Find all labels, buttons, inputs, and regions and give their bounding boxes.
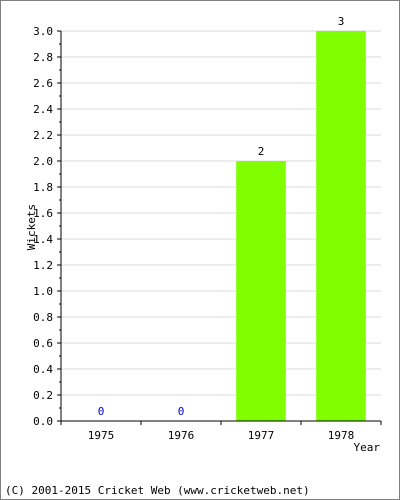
- axis-layer: [57, 30, 382, 425]
- y-tick-label: 1.8: [33, 181, 53, 194]
- y-tick-label: 1.6: [33, 207, 53, 220]
- x-tick-labels: 1975 1976 1977 1978: [88, 429, 355, 442]
- x-tick-label: 1975: [88, 429, 115, 442]
- y-tick-label: 2.2: [33, 129, 53, 142]
- y-tick-label: 0.8: [33, 311, 53, 324]
- x-tick-label: 1977: [248, 429, 275, 442]
- bar-layer: [236, 31, 366, 421]
- y-tick-label: 0.4: [33, 363, 53, 376]
- data-label-1978: 3: [338, 15, 345, 28]
- x-tick-label: 1976: [168, 429, 195, 442]
- y-tick-labels: 0.0 0.2 0.4 0.6 0.8 1.0 1.2 1.4 1.6 1.8 2.0 2.2 2.4 2…: [33, 25, 53, 428]
- y-tick-label: 1.0: [33, 285, 53, 298]
- data-labels: 0 0 2 3: [98, 15, 345, 418]
- bar-1978: [316, 31, 366, 421]
- y-tick-label: 2.6: [33, 77, 53, 90]
- y-tick-label: 2.8: [33, 51, 53, 64]
- y-tick-label: 0.0: [33, 415, 53, 428]
- y-tick-label: 0.6: [33, 337, 53, 350]
- wickets-bar-chart: 0.0 0.2 0.4 0.6 0.8 1.0 1.2 1.4 1.6 1.8 2.0 2.2 2.4 2…: [25, 15, 382, 454]
- data-label-1975: 0: [98, 405, 105, 418]
- x-tick-label: 1978: [328, 429, 355, 442]
- x-axis-title: Year: [354, 441, 381, 454]
- y-tick-label: 0.2: [33, 389, 53, 402]
- y-axis-title: Wickets: [25, 204, 38, 250]
- data-label-1976: 0: [178, 405, 185, 418]
- data-label-1977: 2: [258, 145, 265, 158]
- copyright-footer: (C) 2001-2015 Cricket Web (www.cricketwe…: [5, 484, 310, 497]
- bar-1977: [236, 161, 286, 421]
- y-tick-label: 2.4: [33, 103, 53, 116]
- y-tick-label: 1.4: [33, 233, 53, 246]
- y-tick-label: 1.2: [33, 259, 53, 272]
- y-tick-label: 3.0: [33, 25, 53, 38]
- y-tick-label: 2.0: [33, 155, 53, 168]
